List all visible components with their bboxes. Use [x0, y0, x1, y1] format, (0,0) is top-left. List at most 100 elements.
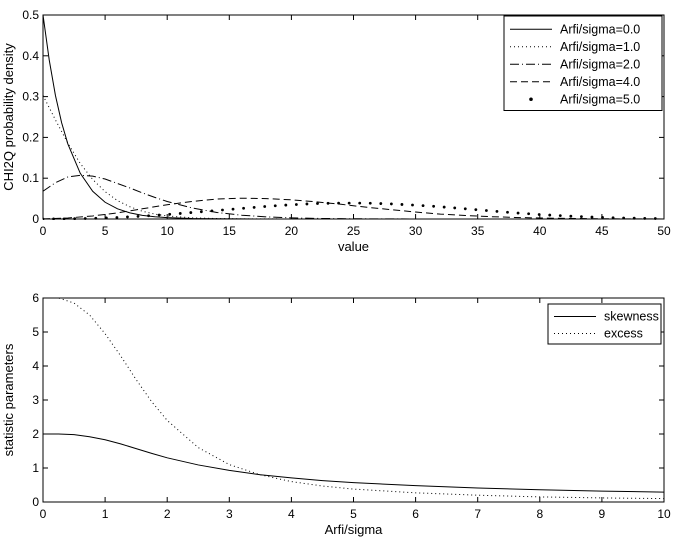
y-tick-label: 0.5	[22, 8, 39, 22]
legend: skewness excess	[547, 303, 662, 345]
series-point	[284, 203, 288, 207]
x-tick-label: 5	[102, 224, 109, 238]
legend-box	[547, 303, 662, 345]
series-point	[157, 213, 161, 217]
y-tick-label: 2	[32, 427, 39, 441]
y-tick-label: 0.2	[22, 130, 39, 144]
y-tick-label: 0	[32, 495, 39, 509]
y-tick-label: 0	[32, 212, 39, 226]
series-point	[432, 204, 436, 208]
series-point	[495, 210, 499, 213]
y-tick-label: 0.1	[22, 171, 39, 185]
y-tick-label: 3	[32, 393, 39, 407]
series-point	[379, 202, 383, 205]
x-tick-label: 9	[599, 507, 606, 521]
series-point	[210, 209, 214, 213]
series-point	[558, 214, 562, 218]
series-point	[421, 204, 425, 208]
series-1	[43, 433, 664, 493]
x-tick-label: 10	[161, 224, 175, 238]
x-tick-label: 15	[223, 224, 237, 238]
x-tick-label: 20	[285, 224, 299, 238]
x-tick-label: 1	[102, 507, 109, 521]
chart-panel-1: 0 5 10 15 20 25 30 35 40 45 50 0 0.1 0.2 0.3 0.4 0.5 valu…	[1, 8, 671, 254]
series-2	[43, 297, 664, 500]
x-tick-label: 6	[412, 507, 419, 521]
series-point	[199, 210, 203, 214]
series-point	[653, 217, 657, 220]
legend-marker	[529, 97, 533, 102]
x-tick-label: 30	[409, 224, 423, 238]
legend-entry: Arfi/sigma=5.0	[560, 92, 640, 106]
series-point	[611, 216, 615, 220]
series-point	[527, 212, 531, 216]
series-point	[221, 208, 224, 212]
series-point	[252, 205, 256, 209]
x-tick-label: 50	[657, 224, 671, 238]
series-point	[83, 217, 87, 220]
series-point	[94, 216, 98, 220]
series-point	[474, 208, 478, 212]
x-tick-label: 10	[657, 507, 671, 521]
x-tick-label: 45	[595, 224, 609, 238]
legend-entry: Arfi/sigma=1.0	[560, 40, 640, 54]
series-point	[516, 211, 520, 215]
series-point	[126, 215, 129, 219]
x-axis-label: Arfi/sigma	[325, 522, 384, 537]
series-point	[411, 203, 414, 207]
series-point	[453, 206, 457, 210]
x-tick-label: 8	[536, 507, 543, 521]
x-tick-label: 3	[226, 507, 233, 521]
series-point	[326, 201, 330, 205]
series-point	[294, 203, 298, 206]
x-tick-label: 5	[350, 507, 357, 521]
series-point	[389, 202, 393, 206]
series-point	[231, 207, 235, 211]
x-tick-label: 2	[164, 507, 171, 521]
series-point	[62, 217, 66, 220]
series-point	[537, 213, 541, 216]
series-5	[43, 201, 657, 220]
series-point	[337, 201, 340, 205]
legend-entry: excess	[604, 327, 643, 341]
legend-entry: skewness	[604, 310, 659, 324]
x-axis-label: value	[338, 239, 369, 254]
x-tick-label: 0	[40, 507, 47, 521]
series-point	[178, 212, 182, 215]
series-point	[601, 216, 604, 219]
series-point	[115, 216, 119, 219]
series-point	[168, 212, 172, 216]
series-point	[242, 206, 245, 210]
legend-entry: Arfi/sigma=0.0	[560, 22, 640, 36]
series-point	[442, 205, 446, 209]
series-point	[305, 202, 309, 206]
series-point	[484, 209, 488, 212]
series-3	[43, 174, 664, 220]
series-point	[580, 215, 583, 219]
y-tick-label: 4	[32, 359, 39, 373]
y-tick-label: 1	[32, 461, 39, 475]
series-point	[463, 207, 467, 211]
series-point	[273, 204, 277, 208]
x-tick-label: 0	[40, 224, 47, 238]
series-point	[136, 214, 140, 218]
y-tick-label: 0.3	[22, 90, 39, 104]
legend: Arfi/sigma=0.0 Arfi/sigma=1.0 Arfi/sigma=2…	[503, 15, 663, 111]
series-point	[147, 214, 150, 218]
series-line	[43, 297, 664, 500]
legend-entry: Arfi/sigma=4.0	[560, 75, 640, 89]
x-tick-label: 25	[347, 224, 361, 238]
series-point	[316, 202, 319, 205]
series-point	[643, 216, 647, 220]
series-point	[368, 201, 372, 205]
series-2	[43, 95, 664, 220]
x-tick-label: 40	[533, 224, 547, 238]
series-point	[632, 216, 636, 220]
series-point	[590, 215, 594, 219]
series-point	[73, 217, 77, 220]
series-line	[43, 95, 664, 220]
series-line	[43, 197, 664, 220]
series-1	[43, 14, 664, 220]
y-tick-label: 6	[32, 291, 39, 305]
